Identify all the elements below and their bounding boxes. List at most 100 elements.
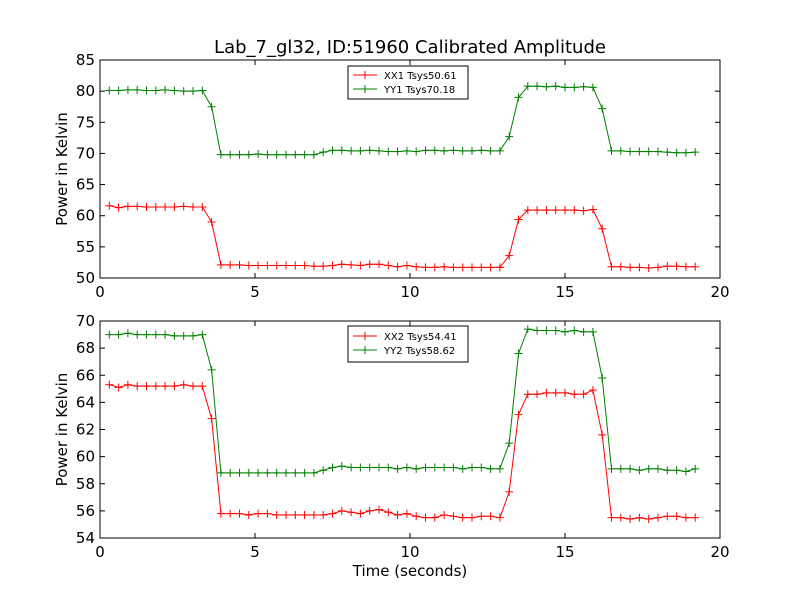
data-point-marker bbox=[561, 327, 569, 336]
data-point-marker bbox=[133, 202, 142, 211]
data-point-marker bbox=[430, 513, 439, 522]
data-point-marker bbox=[300, 468, 309, 477]
data-point-marker bbox=[654, 513, 662, 522]
data-point-marker bbox=[626, 464, 635, 473]
data-point-marker bbox=[114, 86, 123, 95]
data-point-marker bbox=[440, 463, 449, 472]
data-point-marker bbox=[282, 261, 290, 270]
data-point-marker bbox=[263, 150, 272, 159]
data-point-marker bbox=[179, 331, 188, 340]
data-point-marker bbox=[235, 468, 244, 477]
data-point-marker bbox=[375, 146, 383, 155]
data-point-marker bbox=[161, 202, 170, 211]
data-point-marker bbox=[468, 146, 476, 155]
data-point-marker bbox=[449, 463, 458, 472]
data-point-marker bbox=[365, 506, 374, 515]
data-point-marker bbox=[477, 263, 486, 272]
y-tick-label: 55 bbox=[76, 238, 95, 256]
y-axis-label: Power in Kelvin bbox=[53, 373, 71, 487]
data-point-marker bbox=[179, 87, 188, 96]
x-tick-label: 15 bbox=[555, 283, 574, 301]
data-point-marker bbox=[458, 513, 467, 522]
data-point-marker bbox=[207, 414, 216, 423]
data-point-marker bbox=[505, 251, 514, 260]
data-point-marker bbox=[486, 146, 495, 155]
data-point-marker bbox=[514, 215, 523, 224]
data-point-marker bbox=[412, 147, 421, 156]
data-point-marker bbox=[505, 439, 514, 448]
data-point-marker bbox=[114, 203, 123, 212]
data-point-marker bbox=[691, 513, 700, 522]
data-point-marker bbox=[561, 206, 569, 215]
data-point-marker bbox=[347, 146, 356, 155]
data-point-marker bbox=[598, 373, 607, 382]
data-point-marker bbox=[235, 150, 244, 159]
data-point-marker bbox=[198, 382, 207, 391]
legend-label: YY1 Tsys70.18 bbox=[383, 85, 455, 96]
data-point-marker bbox=[672, 466, 681, 475]
data-point-marker bbox=[291, 150, 300, 159]
y-tick-label: 66 bbox=[76, 366, 95, 384]
data-point-marker bbox=[114, 330, 123, 339]
legend-box bbox=[347, 65, 469, 100]
data-point-marker bbox=[105, 330, 114, 339]
data-point-marker bbox=[477, 146, 486, 155]
data-point-marker bbox=[486, 464, 495, 473]
data-point-marker bbox=[161, 85, 170, 94]
data-point-marker bbox=[207, 102, 216, 111]
data-point-marker bbox=[142, 86, 151, 95]
data-point-marker bbox=[189, 202, 197, 211]
data-point-marker bbox=[142, 330, 151, 339]
data-point-marker bbox=[254, 468, 263, 477]
data-point-marker bbox=[272, 261, 281, 270]
data-point-marker bbox=[598, 104, 607, 113]
data-point-marker bbox=[626, 515, 635, 524]
data-point-marker bbox=[691, 262, 700, 271]
series-xx bbox=[105, 201, 700, 273]
data-point-marker bbox=[151, 86, 160, 95]
y-tick-label: 70 bbox=[76, 312, 95, 330]
data-point-marker bbox=[328, 146, 337, 155]
legend-marker bbox=[361, 332, 369, 340]
legend-label: YY2 Tsys58.62 bbox=[383, 346, 455, 357]
data-point-marker bbox=[542, 388, 551, 397]
data-point-marker bbox=[244, 261, 253, 270]
y-tick-label: 75 bbox=[76, 113, 95, 131]
data-point-marker bbox=[495, 513, 504, 522]
data-point-marker bbox=[105, 201, 114, 210]
x-tick-label: 5 bbox=[250, 283, 260, 301]
data-point-marker bbox=[607, 262, 616, 271]
data-point-marker bbox=[672, 512, 681, 521]
bottom-chart: 0 5 10 15 20 54 56 58 60 62 64 66 68 70 Power in Kelvi… bbox=[53, 312, 730, 580]
data-point-marker bbox=[542, 326, 551, 335]
data-point-marker bbox=[681, 148, 690, 157]
data-point-marker bbox=[319, 262, 328, 271]
data-point-marker bbox=[626, 263, 635, 272]
data-point-marker bbox=[616, 464, 625, 473]
x-axis-label: Time (seconds) bbox=[352, 562, 468, 580]
data-point-marker bbox=[319, 466, 328, 475]
data-point-marker bbox=[635, 147, 644, 156]
data-point-marker bbox=[384, 147, 393, 156]
data-point-marker bbox=[375, 260, 383, 269]
data-point-marker bbox=[570, 326, 579, 335]
data-point-marker bbox=[561, 388, 569, 397]
series-line bbox=[109, 85, 696, 156]
data-point-marker bbox=[579, 82, 588, 91]
data-point-marker bbox=[588, 386, 597, 395]
data-point-marker bbox=[449, 512, 458, 521]
data-point-marker bbox=[533, 326, 542, 335]
data-point-marker bbox=[598, 224, 607, 233]
y-tick-label: 56 bbox=[76, 502, 95, 520]
data-point-marker bbox=[607, 513, 616, 522]
data-point-marker bbox=[123, 329, 132, 338]
data-point-marker bbox=[458, 263, 467, 272]
data-point-marker bbox=[607, 464, 616, 473]
data-point-marker bbox=[170, 331, 179, 340]
data-point-marker bbox=[430, 463, 439, 472]
data-point-marker bbox=[635, 466, 644, 475]
data-point-marker bbox=[319, 510, 328, 519]
data-point-marker bbox=[588, 205, 597, 214]
data-point-marker bbox=[681, 262, 690, 271]
legend-marker bbox=[361, 346, 369, 354]
